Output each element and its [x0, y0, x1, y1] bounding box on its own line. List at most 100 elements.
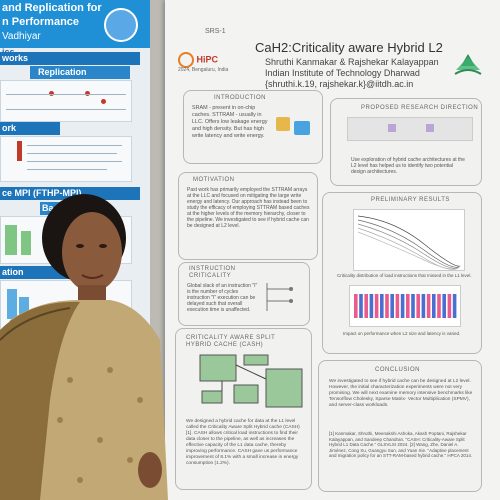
proposed-heading: PROPOSED RESEARCH DIRECTION [361, 105, 479, 111]
diagram-line [6, 94, 126, 95]
bar [400, 294, 405, 318]
left-band-ation: ation [0, 266, 70, 279]
performance-bar-chart [349, 285, 461, 327]
conclusion-heading: CONCLUSION [375, 367, 421, 373]
left-band-work-label: ork [2, 123, 17, 133]
chip-icon [294, 121, 310, 135]
poster-id: SRS-1 [205, 28, 226, 35]
iit-dharwad-logo-icon [454, 54, 482, 75]
text-line [27, 153, 117, 154]
cash-architecture-diagram [199, 354, 303, 408]
references-text: [1] Kanmakar, Shruthi, Meenakshi Ashoka,… [329, 431, 473, 458]
introduction-heading: INTRODUCTION [214, 95, 266, 101]
preliminary-heading: PRELIMINARY RESULTS [371, 197, 450, 203]
left-band-works: works [0, 52, 140, 65]
bar [364, 294, 368, 318]
left-poster-logo [104, 8, 138, 42]
conclusion-text: We investigated to see if hybrid cache c… [329, 379, 473, 408]
chip-icon [276, 117, 290, 131]
authors-names: Shruthi Kanmakar & Rajshekar Kalayappan [265, 57, 439, 67]
blue-bar [101, 223, 121, 257]
diagram-cell [426, 124, 434, 132]
red-dot [49, 91, 54, 96]
criticality-text: Global slack of an instruction "I" is th… [187, 283, 258, 313]
left-chart-block [0, 216, 132, 264]
cash-heading: CRITICALITY AWARE SPLIT HYBRID CACHE (CA… [186, 335, 276, 348]
left-band-replication-label: Replication [38, 67, 87, 77]
bar [359, 294, 363, 318]
left-band-works-label: works [2, 53, 29, 63]
left-poster-title-line2: n Performance [2, 16, 80, 28]
left-band-ba: Ba [40, 202, 100, 215]
bar [390, 294, 394, 318]
cash-text: We designed a hybrid cache for data at t… [186, 419, 300, 466]
bar [421, 294, 426, 318]
proposed-text: Use exploration of hybrid cache architec… [351, 157, 465, 175]
text-line [27, 145, 122, 146]
proposed-diagram [347, 117, 473, 141]
criticality-line-chart [353, 209, 465, 271]
bar [374, 294, 379, 318]
left-band-replication: Replication [30, 66, 130, 79]
motivation-text: Past work has primarily employed the STT… [187, 187, 310, 229]
green-bar [21, 231, 31, 255]
bar [354, 294, 358, 318]
preliminary-box: PRELIMINARY RESULTS Criticality distribu… [322, 192, 482, 354]
left-poster-title-line3: Vadhiyar [2, 31, 41, 42]
motivation-heading: MOTIVATION [193, 177, 235, 183]
hipc-logo-text: HiPC [196, 54, 219, 65]
poster-authors: Shruthi Kanmakar & Rajshekar Kalayappan … [265, 57, 439, 90]
bar [416, 294, 420, 318]
bar [447, 294, 452, 318]
criticality-box: INSTRUCTION CRITICALITY Global slack of … [178, 262, 310, 326]
bar [411, 294, 415, 318]
left-poster-header: and Replication for n Performance Vadhiy… [0, 0, 150, 48]
bar [432, 294, 436, 318]
left-poster: and Replication for n Performance Vadhiy… [0, 0, 160, 500]
left-text-block [0, 136, 132, 182]
text-line [27, 169, 107, 170]
bar [380, 294, 384, 318]
dependency-graph-icon [266, 283, 293, 311]
bar [385, 294, 389, 318]
bar [442, 294, 446, 318]
bar [452, 294, 457, 318]
prelim-caption-1: Criticality distribution of load instruc… [337, 273, 472, 278]
left-diagram-block [0, 80, 132, 122]
blue-bar [19, 297, 29, 319]
criticality-heading: INSTRUCTION CRITICALITY [189, 266, 236, 279]
introduction-text: SRAM - present in on-chip caches. STTRAM… [192, 105, 268, 139]
left-poster-title-line1: and Replication for [2, 2, 102, 14]
authors-emails: {shruthi.k.19, rajshekar.k}@iitdh.ac.in [265, 79, 414, 89]
conclusion-box: CONCLUSION We investigated to see if hyb… [318, 360, 482, 492]
authors-institute: Indian Institute of Technology Dharwad [265, 68, 420, 78]
red-dot [85, 91, 90, 96]
motivation-box: MOTIVATION Past work has primarily emplo… [178, 172, 318, 260]
poster-title: CaH2:Criticality aware Hybrid L2 [255, 40, 443, 55]
red-marker [17, 141, 22, 161]
prelim-caption-2: Impact on performance when L2 size and l… [343, 331, 461, 336]
left-bottom-block [0, 280, 132, 342]
diagram-cell [388, 124, 396, 132]
left-band-ba-label: Ba [42, 203, 54, 213]
left-band-work: ork [0, 122, 60, 135]
bar [369, 294, 374, 318]
hipc-logo: HiPC [178, 52, 218, 68]
red-dot [101, 99, 106, 104]
left-band-mpi: ce MPI (FTHP-MPI) [0, 187, 140, 200]
diagram-line [6, 109, 126, 110]
line-chart-svg [357, 215, 461, 270]
cash-box: CRITICALITY AWARE SPLIT HYBRID CACHE (CA… [175, 328, 312, 490]
hipc-subtitle: 2024, Bengaluru, India [178, 67, 229, 73]
bar [406, 294, 410, 318]
left-band-ation-label: ation [2, 267, 24, 277]
bar [437, 294, 441, 318]
bar-chart-svg [354, 294, 457, 318]
left-band-mpi-label: ce MPI (FTHP-MPI) [2, 188, 82, 198]
bar [426, 294, 431, 318]
text-line [27, 161, 122, 162]
proposed-box: PROPOSED RESEARCH DIRECTION Use explorat… [330, 98, 482, 186]
blue-bar [7, 289, 17, 319]
bar [395, 294, 400, 318]
